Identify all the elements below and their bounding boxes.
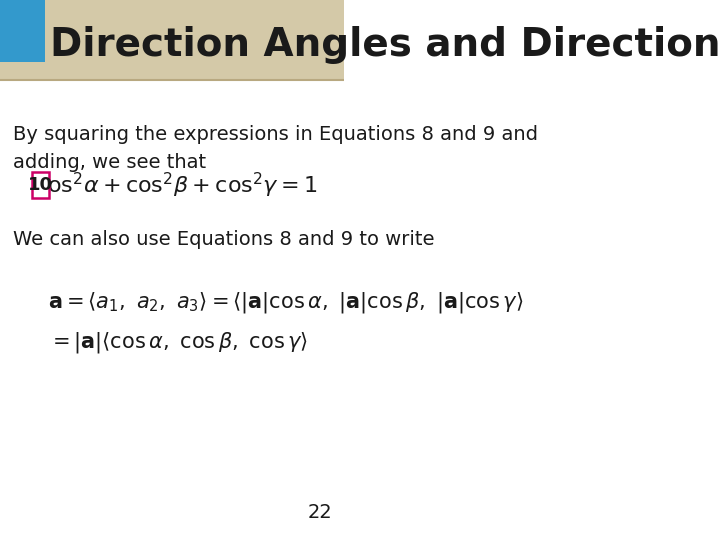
Text: 10: 10 — [28, 176, 53, 194]
FancyBboxPatch shape — [0, 0, 344, 80]
Text: Direction Angles and Direction Cosines: Direction Angles and Direction Cosines — [50, 26, 720, 64]
FancyBboxPatch shape — [32, 172, 49, 198]
Text: 22: 22 — [307, 503, 332, 522]
FancyBboxPatch shape — [0, 0, 45, 62]
Text: $= |\mathbf{a}| \langle \cos \alpha,\ \cos \beta,\ \cos \gamma \rangle$: $= |\mathbf{a}| \langle \cos \alpha,\ \c… — [48, 330, 308, 355]
Text: $\mathbf{a} = \langle a_1,\ a_2,\ a_3 \rangle = \langle |\mathbf{a}| \cos \alpha: $\mathbf{a} = \langle a_1,\ a_2,\ a_3 \r… — [48, 290, 523, 315]
Text: By squaring the expressions in Equations 8 and 9 and
adding, we see that: By squaring the expressions in Equations… — [14, 125, 539, 172]
Text: We can also use Equations 8 and 9 to write: We can also use Equations 8 and 9 to wri… — [14, 230, 435, 249]
Text: $\cos^2\! \alpha + \cos^2\! \beta + \cos^2\! \gamma = 1$: $\cos^2\! \alpha + \cos^2\! \beta + \cos… — [35, 171, 318, 200]
